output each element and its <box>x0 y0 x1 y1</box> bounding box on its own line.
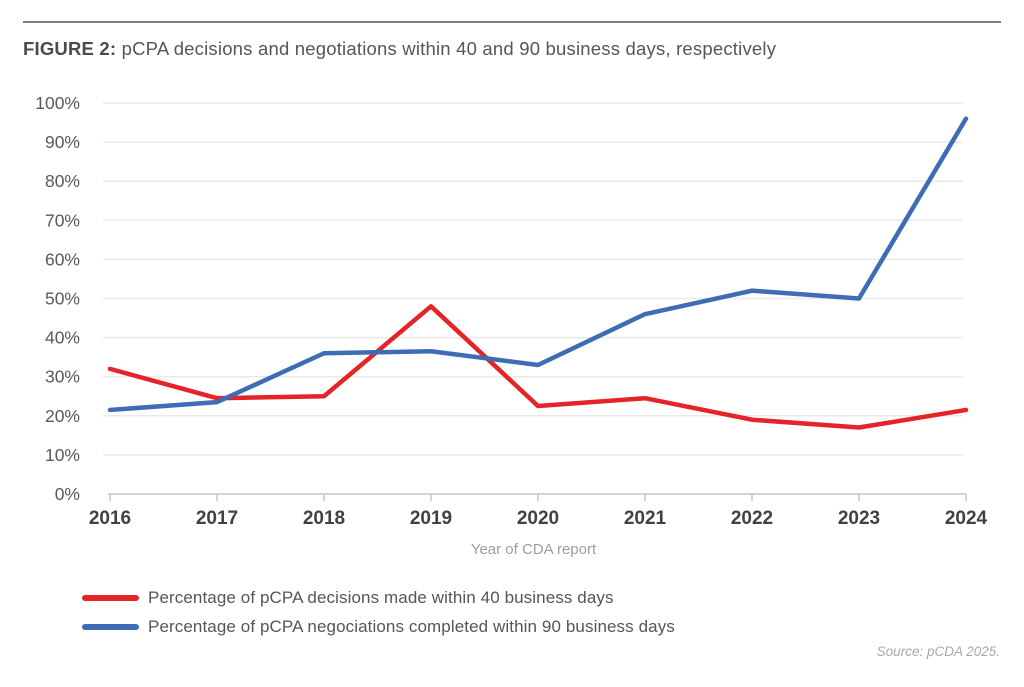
legend-label-negociations: Percentage of pCPA negociations complete… <box>148 617 675 636</box>
source-note: Source: pCDA 2025. <box>876 644 1000 659</box>
line-chart: 0% 10% 20% 30% 40% 50% 60% 70% 80% 90% 100% 2016 201… <box>35 93 988 529</box>
svg-text:10%: 10% <box>45 445 80 465</box>
svg-text:2018: 2018 <box>303 508 345 529</box>
legend-item-decisions: Percentage of pCPA decisions made within… <box>82 588 675 608</box>
svg-text:2023: 2023 <box>838 508 880 529</box>
svg-text:40%: 40% <box>45 328 80 348</box>
legend-swatch-red-line-icon <box>82 595 139 601</box>
svg-text:60%: 60% <box>45 249 80 269</box>
svg-text:2019: 2019 <box>410 508 452 529</box>
chart-legend: Percentage of pCPA decisions made within… <box>82 588 675 637</box>
svg-text:2021: 2021 <box>624 508 667 529</box>
svg-text:70%: 70% <box>45 210 80 230</box>
top-rule-divider <box>23 21 1001 23</box>
figure-title-text: pCPA decisions and negotiations within 4… <box>116 38 777 59</box>
figure-title: FIGURE 2: pCPA decisions and negotiation… <box>23 37 1001 61</box>
svg-text:2016: 2016 <box>89 508 131 529</box>
svg-text:80%: 80% <box>45 171 80 191</box>
svg-text:2024: 2024 <box>945 508 988 529</box>
svg-text:2022: 2022 <box>731 508 773 529</box>
legend-swatch-blue-line-icon <box>82 624 139 630</box>
svg-text:90%: 90% <box>45 132 80 152</box>
svg-text:2020: 2020 <box>517 508 559 529</box>
x-axis-title: Year of CDA report <box>470 541 597 558</box>
legend-item-negociations: Percentage of pCPA negociations complete… <box>82 617 675 637</box>
legend-label-decisions: Percentage of pCPA decisions made within… <box>148 588 614 607</box>
svg-text:2017: 2017 <box>196 508 238 529</box>
svg-text:100%: 100% <box>35 93 80 113</box>
svg-text:50%: 50% <box>45 289 80 309</box>
svg-text:20%: 20% <box>45 406 80 426</box>
svg-text:30%: 30% <box>45 367 80 387</box>
figure-label: FIGURE 2: <box>23 38 117 59</box>
svg-text:0%: 0% <box>55 484 80 504</box>
